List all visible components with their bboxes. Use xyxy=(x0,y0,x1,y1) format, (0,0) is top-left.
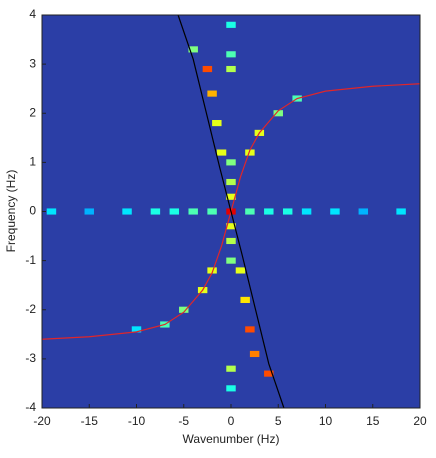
x-tick-label: 20 xyxy=(413,414,427,428)
heatmap-cell xyxy=(245,149,255,156)
heatmap-cell xyxy=(169,208,180,215)
heatmap-cell xyxy=(150,208,161,215)
x-tick-label: -15 xyxy=(81,414,99,428)
heatmap-cell xyxy=(245,208,255,215)
heatmap-cell xyxy=(179,306,189,313)
heatmap-cell xyxy=(358,208,369,215)
y-tick-label: -2 xyxy=(25,302,36,316)
heatmap-cell xyxy=(330,208,340,215)
heatmap-cell xyxy=(240,296,250,303)
x-axis-label: Wavenumber (Hz) xyxy=(183,432,280,446)
x-tick-label: 15 xyxy=(366,414,380,428)
heatmap-cell xyxy=(226,365,236,372)
heatmap-cell xyxy=(226,65,236,73)
heatmap-cell xyxy=(396,208,406,215)
heatmap-cell xyxy=(264,208,274,215)
heatmap-cell xyxy=(226,223,236,230)
x-tick-label: -20 xyxy=(33,414,51,428)
heatmap-cell xyxy=(226,385,236,392)
heatmap-cell xyxy=(122,208,132,215)
heatmap-cell xyxy=(216,149,227,156)
heatmap-cell xyxy=(226,159,236,166)
x-tick-label: 5 xyxy=(275,414,282,428)
y-tick-label: -1 xyxy=(25,253,36,267)
heatmap-cell xyxy=(188,208,198,215)
heatmap-cell xyxy=(212,120,222,127)
heatmap-cell xyxy=(84,208,94,215)
heatmap-cell xyxy=(273,110,283,117)
curve xyxy=(177,14,285,409)
heatmap-cell xyxy=(245,326,255,333)
y-tick-label: 4 xyxy=(29,7,36,21)
heatmap-cell xyxy=(202,65,213,73)
heatmap-cell xyxy=(226,51,236,58)
heatmap-cell xyxy=(207,90,217,97)
y-tick-label: 1 xyxy=(29,155,36,169)
y-tick-label: 0 xyxy=(29,204,36,218)
heatmap-cell xyxy=(188,46,198,53)
y-tick-label: 2 xyxy=(29,105,36,119)
heatmap-cell xyxy=(264,370,274,377)
heatmap-cell xyxy=(207,267,217,274)
heatmap-cell xyxy=(131,326,142,333)
y-tick-label: 3 xyxy=(29,56,36,70)
heatmap-cell xyxy=(226,178,236,186)
heatmap-cell xyxy=(301,208,312,215)
heatmap-cell xyxy=(46,208,57,215)
heatmap-cell xyxy=(207,208,217,215)
x-tick-label: 10 xyxy=(319,414,333,428)
y-axis-label: Frequency (Hz) xyxy=(4,170,18,253)
y-tick-label: -4 xyxy=(25,400,36,414)
heatmap-cell xyxy=(226,21,236,28)
x-tick-label: -5 xyxy=(178,414,189,428)
heatmap-cell xyxy=(249,350,260,358)
x-tick-label: -10 xyxy=(128,414,146,428)
x-tick-label: 0 xyxy=(228,414,235,428)
heatmap-cell xyxy=(235,267,246,274)
heatmap-cell xyxy=(282,208,293,215)
y-tick-label: -3 xyxy=(25,351,36,365)
heatmap-cell xyxy=(226,257,236,264)
heatmap-cell xyxy=(226,237,236,245)
heatmap-cell xyxy=(226,193,236,200)
